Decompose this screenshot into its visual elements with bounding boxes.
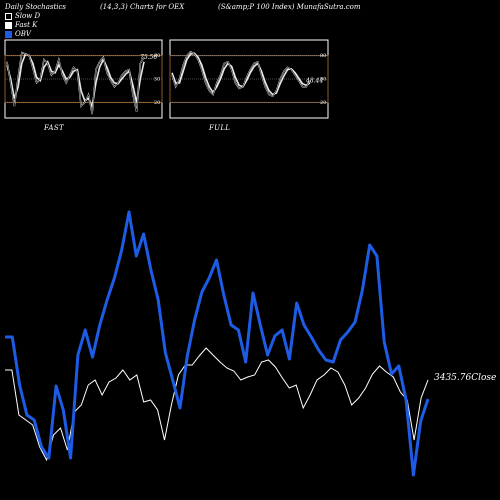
legend-item-fast-k: Fast K bbox=[5, 21, 37, 29]
fast-tick-label-20: 20 bbox=[154, 100, 160, 106]
obv-line bbox=[5, 210, 430, 477]
close-value-label: 3435.76Close bbox=[434, 373, 497, 383]
fast-tick-label-50: 50 bbox=[154, 77, 160, 83]
header-left: Daily Stochastics bbox=[5, 3, 67, 11]
full-fast-k-line-core bbox=[171, 51, 311, 97]
header-right: (S&amp;P 100 Index) MunafaSutra.com bbox=[218, 3, 361, 11]
full-tick-label-50: 50 bbox=[320, 77, 326, 83]
legend-swatch-slow-d bbox=[5, 12, 12, 20]
legend-label-slow-d: Slow D bbox=[15, 12, 41, 20]
legend-swatch-obv bbox=[5, 30, 12, 38]
full-tick-label-80: 80 bbox=[320, 53, 326, 59]
full-last-value-label: 48.44 bbox=[305, 78, 323, 85]
legend-label-fast-k: Fast K bbox=[15, 21, 38, 29]
legend-item-slow-d: Slow D bbox=[5, 12, 40, 20]
header-center: (14,3,3) Charts for OEX bbox=[100, 3, 185, 11]
fast-tick-label-80: 80 bbox=[154, 53, 160, 59]
fast-last-value-label: 75.56 bbox=[140, 54, 157, 61]
full-tick-label-20: 20 bbox=[320, 100, 326, 106]
legend-label-obv: OBV bbox=[15, 30, 31, 38]
full-stochastics-panel: 80 50 20 48.44 bbox=[169, 39, 329, 119]
fast-fast-k-line-core bbox=[6, 52, 145, 115]
legend-item-obv: OBV bbox=[5, 30, 31, 38]
legend-swatch-fast-k bbox=[5, 21, 12, 29]
full-panel-label: FULL bbox=[209, 124, 231, 132]
fast-stochastics-panel: 80 50 20 75.56 bbox=[4, 39, 163, 119]
obv-price-plot bbox=[5, 210, 430, 477]
fast-panel-label: FAST bbox=[44, 124, 64, 132]
close-price-line bbox=[5, 347, 429, 462]
